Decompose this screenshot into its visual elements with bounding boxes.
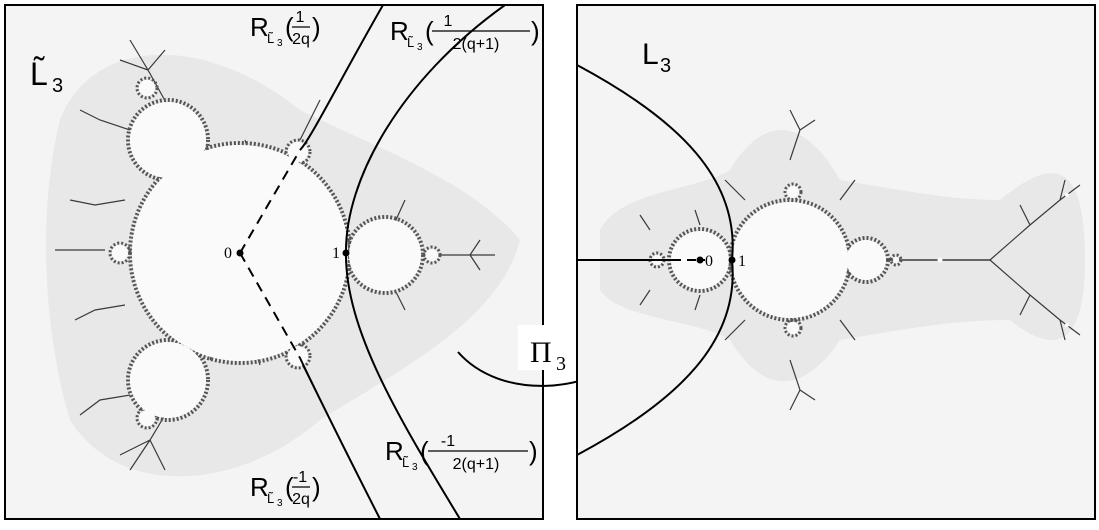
ray-label-neg1-over-2q: R L̃ 3 ( -1 2q ) <box>250 469 321 509</box>
right-frame <box>576 4 1096 520</box>
svg-text:(: ( <box>285 472 294 502</box>
lower-component <box>130 342 206 418</box>
pi3-arrow: Π 3 <box>457 325 641 387</box>
left-components <box>112 80 438 426</box>
right-origin-label: 0 <box>705 253 713 270</box>
svg-text:R: R <box>385 436 404 466</box>
svg-text:R: R <box>390 16 409 46</box>
svg-text:L̃: L̃ <box>267 31 274 46</box>
svg-text:1: 1 <box>444 13 453 30</box>
ray-1-over-2q <box>299 5 384 151</box>
svg-text:2(q+1): 2(q+1) <box>453 456 500 473</box>
svg-text:): ) <box>529 436 538 466</box>
ray-label-neg1-over-2q1: R L̃ 3 ( -1 2(q+1) ) <box>385 433 538 473</box>
svg-text:L̃: L̃ <box>267 491 274 506</box>
right-one-point <box>728 256 736 264</box>
right-fractal <box>639 109 1081 411</box>
pi-label: Π <box>530 336 552 369</box>
svg-text:1: 1 <box>296 9 305 26</box>
right-set-label: L <box>642 38 659 71</box>
origin-label: 0 <box>224 245 232 262</box>
svg-text:(: ( <box>425 16 434 46</box>
svg-text:(: ( <box>285 12 294 42</box>
one-point <box>342 249 350 257</box>
right-components <box>652 186 1069 334</box>
svg-text:(: ( <box>420 436 429 466</box>
origin-point <box>236 249 244 257</box>
svg-text:-1: -1 <box>441 433 455 450</box>
pi-label-sub: 3 <box>556 353 566 375</box>
svg-text:3: 3 <box>277 498 283 509</box>
svg-text:3: 3 <box>417 42 423 53</box>
left-panel <box>5 5 543 519</box>
ray-1-over-2q1 <box>344 5 506 254</box>
svg-text:L̃: L̃ <box>402 455 409 470</box>
left-internal-rays <box>239 149 301 359</box>
right-main-component <box>732 202 848 318</box>
svg-text:3: 3 <box>277 38 283 49</box>
svg-text:2q: 2q <box>292 31 310 48</box>
svg-text:R: R <box>250 12 269 42</box>
svg-text:): ) <box>531 16 540 46</box>
right-component <box>349 219 421 291</box>
svg-text:): ) <box>312 472 321 502</box>
svg-text:R: R <box>250 472 269 502</box>
right-panel <box>577 5 1095 519</box>
right-one-label: 1 <box>738 253 746 270</box>
left-set-label-sub: 3 <box>52 75 63 97</box>
svg-text:-1: -1 <box>293 469 307 486</box>
ray-label-1-over-2q: R L̃ 3 ( 1 2q ) <box>250 9 321 49</box>
svg-text:): ) <box>312 12 321 42</box>
ray-neg1-over-2q <box>299 357 381 519</box>
svg-text:L̃: L̃ <box>407 35 414 50</box>
left-external-rays <box>299 5 506 519</box>
upper-component <box>130 102 206 178</box>
one-label: 1 <box>332 245 340 262</box>
right-side-component <box>846 240 886 280</box>
right-set-label-sub: 3 <box>660 55 671 77</box>
right-origin-point <box>696 256 704 264</box>
svg-text:2(q+1): 2(q+1) <box>453 36 500 53</box>
left-set-label: L̃ <box>30 56 48 92</box>
ray-neg1-over-2q1 <box>344 252 461 519</box>
svg-text:2q: 2q <box>292 491 310 508</box>
left-frame <box>4 4 544 520</box>
ray-label-1-over-2q1: R L̃ 3 ( 1 2(q+1) ) <box>390 13 540 53</box>
svg-text:3: 3 <box>412 462 418 473</box>
